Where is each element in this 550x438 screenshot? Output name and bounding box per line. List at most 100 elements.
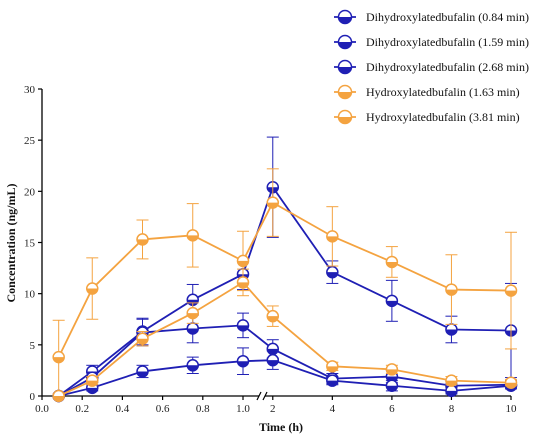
marker-fill: [338, 117, 352, 124]
marker-fill: [338, 92, 352, 99]
data-point: [445, 323, 458, 336]
data-point: [186, 322, 199, 335]
legend-marker: [337, 84, 353, 100]
marker-fill: [338, 67, 352, 74]
data-point: [52, 350, 65, 364]
legend-label: Hydroxylatedbufalin (3.81 min): [366, 110, 520, 124]
data-point: [266, 196, 280, 209]
data-point: [236, 354, 250, 368]
data-point: [326, 230, 339, 243]
marker-fill: [137, 371, 148, 377]
series-1: [52, 136, 518, 403]
data-point: [52, 389, 65, 403]
data-point: [266, 309, 280, 323]
marker-fill: [267, 316, 279, 322]
data-point: [86, 282, 99, 295]
x-tick-label: 0.0: [35, 403, 49, 415]
data-point: [385, 363, 399, 376]
marker-fill: [386, 369, 398, 375]
x-tick-label: 1.0: [236, 403, 250, 415]
y-tick-label: 25: [24, 135, 36, 147]
x-tick-label: 0.4: [116, 403, 130, 415]
legend-marker: [337, 59, 353, 75]
marker-fill: [326, 236, 338, 242]
x-axis-title: Time (h): [259, 420, 303, 434]
data-point: [236, 319, 250, 332]
data-point: [186, 306, 199, 320]
data-point: [266, 342, 280, 356]
legend-label: Dihydroxylatedbufalin (2.68 min): [366, 60, 529, 74]
data-point: [186, 359, 199, 372]
data-point: [266, 353, 280, 367]
x-tick-label: 0.8: [196, 403, 210, 415]
x-tick-label: 8: [449, 403, 455, 415]
legend-entry-2: Dihydroxylatedbufalin (1.59 min): [334, 34, 529, 50]
x-tick-label: 4: [330, 403, 336, 415]
data-point: [326, 265, 339, 279]
data-point: [445, 384, 458, 398]
y-tick-label: 0: [30, 391, 36, 403]
legend-label: Dihydroxylatedbufalin (1.59 min): [366, 35, 529, 49]
data-point: [504, 284, 518, 297]
y-tick-label: 5: [30, 340, 36, 352]
legend: Dihydroxylatedbufalin (0.84 min) Dihydrox…: [334, 9, 529, 125]
marker-fill: [53, 357, 65, 363]
data-point: [86, 374, 99, 387]
marker-fill: [445, 289, 457, 296]
marker-fill: [86, 380, 98, 387]
marker-fill: [386, 385, 398, 392]
data-point: [326, 360, 339, 373]
marker-fill: [326, 272, 338, 278]
legend-marker: [337, 34, 353, 50]
marker-fill: [237, 282, 249, 288]
data-point: [236, 276, 250, 289]
x-tick-label: 6: [389, 403, 395, 415]
marker-fill: [326, 366, 338, 372]
legend-marker: [337, 9, 353, 25]
marker-fill: [137, 239, 148, 245]
y-tick-label: 30: [24, 84, 36, 96]
axis-break-gap: [259, 392, 265, 400]
x-tick-label: 2: [270, 403, 276, 415]
marker-fill: [187, 365, 199, 371]
data-point: [136, 233, 149, 246]
x-tick-label: 10: [506, 403, 518, 415]
data-point: [385, 255, 399, 269]
legend-marker: [337, 109, 353, 125]
legend-entry-4: Hydroxylatedbufalin (1.63 min): [334, 84, 520, 100]
marker-fill: [505, 290, 517, 297]
marker-fill: [86, 387, 98, 394]
series-4: [52, 168, 518, 395]
y-tick-label: 20: [24, 186, 36, 198]
marker-fill: [267, 360, 279, 366]
marker-fill: [445, 329, 457, 335]
axis-break-mark-right: [262, 391, 268, 401]
marker-fill: [187, 313, 199, 319]
data-point: [136, 365, 149, 378]
data-point: [385, 294, 399, 308]
series-line: [57, 201, 512, 358]
marker-fill: [338, 42, 352, 49]
marker-fill: [237, 361, 249, 367]
marker-fill: [445, 380, 457, 387]
series-line: [58, 281, 512, 397]
x-tick-label: 0.6: [156, 403, 170, 415]
data-point: [445, 374, 458, 387]
marker-fill: [237, 260, 249, 267]
marker-fill: [386, 300, 398, 307]
series-line: [58, 359, 512, 397]
y-axis-title: Concentration (ng/mL): [4, 184, 18, 303]
series-5: [52, 268, 518, 403]
data-point: [504, 376, 518, 389]
marker-fill: [137, 338, 148, 345]
marker-fill: [187, 235, 199, 241]
marker-fill: [267, 202, 279, 209]
marker-fill: [386, 261, 398, 268]
legend-entry-1: Dihydroxylatedbufalin (0.84 min): [334, 9, 529, 25]
marker-fill: [86, 288, 98, 295]
data-point: [186, 229, 199, 242]
marker-fill: [326, 380, 338, 387]
y-tick-label: 15: [24, 238, 36, 250]
marker-fill: [338, 17, 352, 24]
marker-fill: [505, 382, 517, 389]
